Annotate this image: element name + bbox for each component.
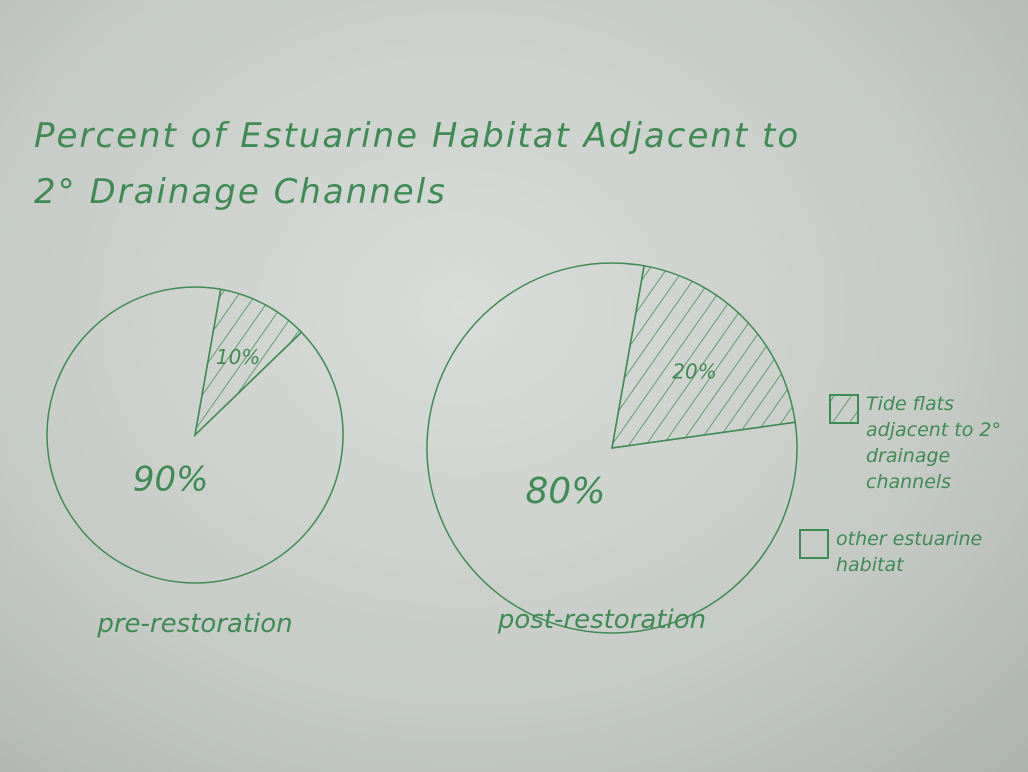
- pie-caption: pre-restoration: [96, 609, 292, 639]
- legend-label: Tide flats adjacent to 2° drainage chann…: [866, 393, 1001, 493]
- legend-swatch: [829, 394, 859, 424]
- data-label: 20%: [672, 359, 716, 383]
- pie-slice: [46, 286, 344, 584]
- legend-swatch: [799, 529, 829, 559]
- legend-label: other estuarine habitat: [836, 528, 983, 576]
- data-label: 90%: [133, 460, 209, 500]
- pie-slice: [193, 288, 303, 438]
- pie-slice: [611, 264, 797, 449]
- data-label: 10%: [216, 345, 260, 369]
- pie-slice: [426, 262, 798, 634]
- chart-title: Percent of Estuarine Habitat Adjacent to…: [34, 116, 801, 212]
- pie-caption: post-restoration: [497, 605, 706, 635]
- data-label: 80%: [525, 471, 605, 512]
